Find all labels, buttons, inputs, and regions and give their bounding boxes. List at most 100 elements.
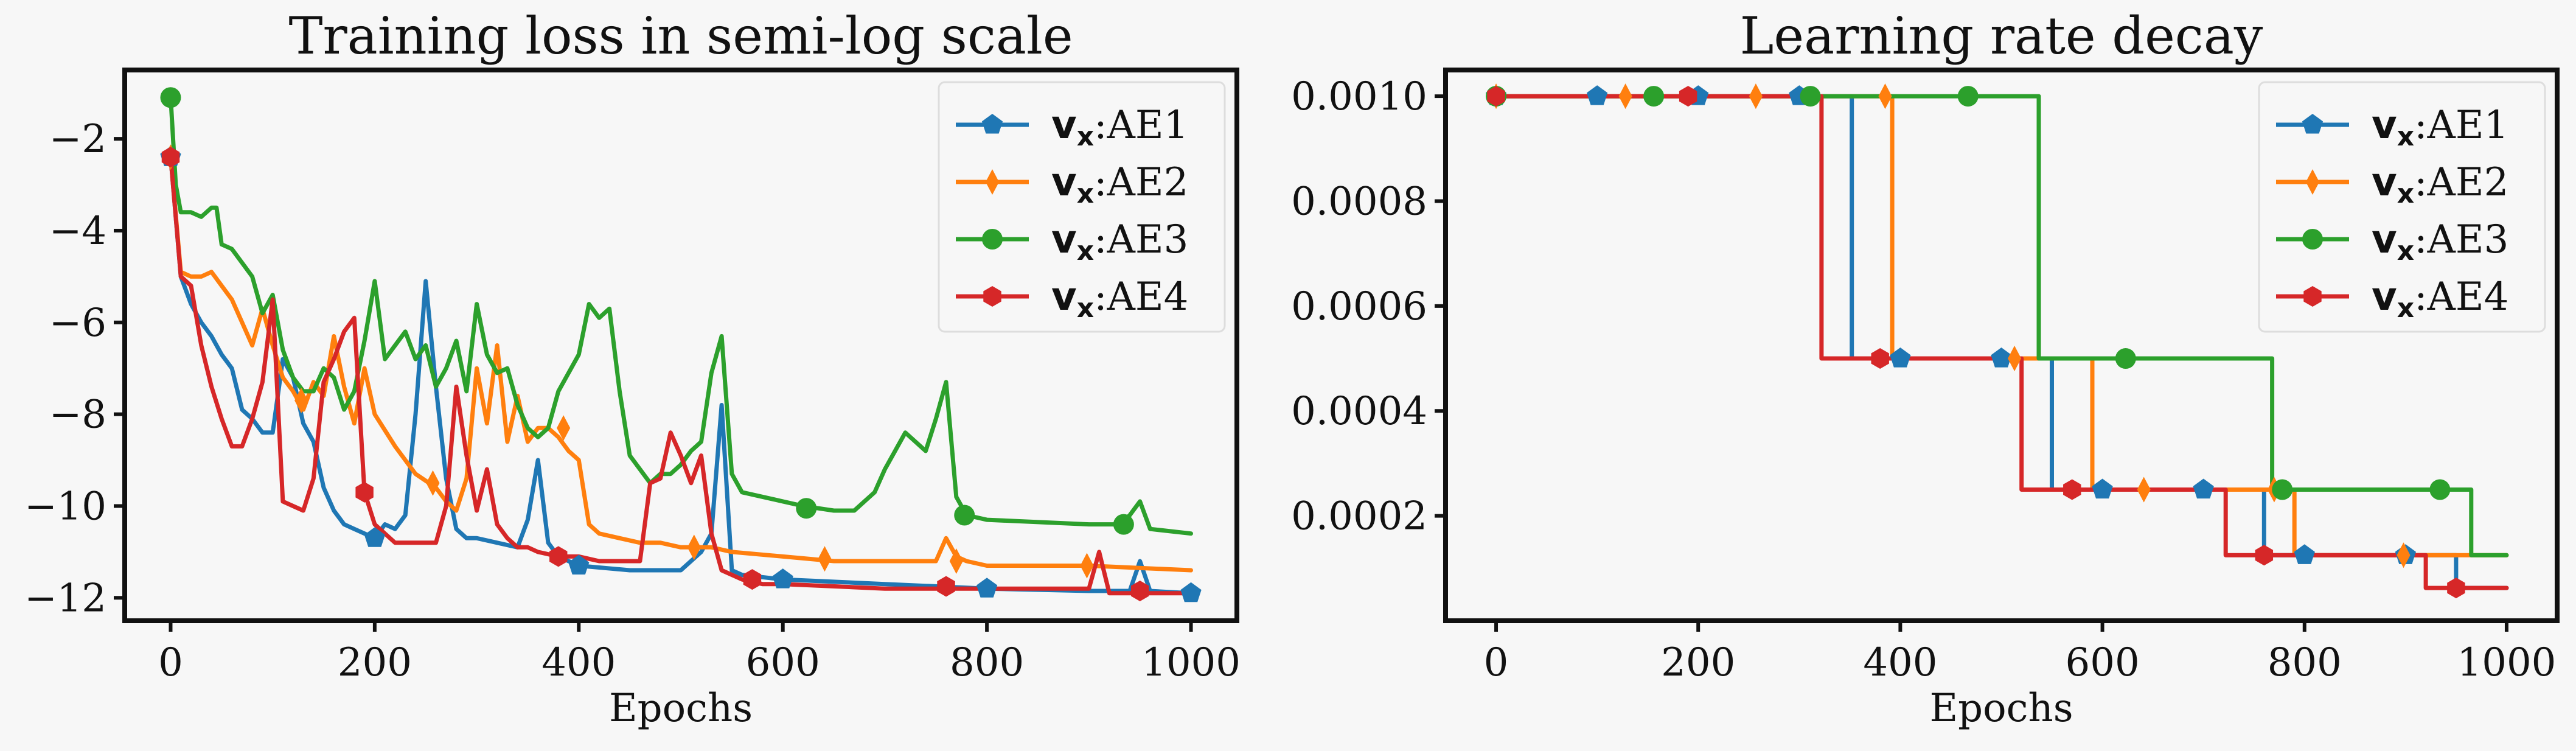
lr-axes-frame: [1443, 68, 2560, 623]
loss-marker-ae2: [949, 548, 963, 574]
lr-legend-marker-ae2: [2305, 169, 2320, 195]
lr-legend-text: :AE1: [2414, 103, 2508, 148]
lr-series-lines: [1494, 94, 2509, 590]
lr-marker-ae2: [1878, 83, 1892, 110]
lr-y-tick-label: 0.0006: [1291, 284, 1427, 329]
loss-legend-label-ae4: vx:AE4: [1051, 274, 1188, 324]
lr-marker-ae4: [2447, 578, 2465, 599]
loss-marker-ae2: [294, 388, 308, 413]
loss-y-tick-label: −10: [24, 484, 106, 529]
lr-legend-subscript: x: [2397, 236, 2414, 267]
loss-legend-symbol: v: [1051, 103, 1077, 148]
loss-marker-ae2: [687, 534, 701, 561]
loss-x-axis-label: Epochs: [609, 686, 753, 731]
lr-marker-ae2: [1618, 83, 1632, 110]
lr-marker-ae1: [2294, 544, 2315, 564]
lr-marker-ae4: [1679, 86, 1697, 107]
loss-legend-marker-ae4: [983, 286, 1001, 307]
lr-legend-symbol: v: [2372, 103, 2397, 148]
loss-legend-text: :AE1: [1094, 103, 1188, 148]
lr-marker-ae1: [1890, 348, 1911, 368]
loss-x-tick-label: 200: [338, 640, 412, 685]
loss-marker-ae4: [1130, 580, 1149, 601]
loss-legend-subscript: x: [1077, 236, 1094, 267]
lr-marker-ae1: [1991, 348, 2012, 368]
lr-series-markers: [1485, 83, 2465, 599]
loss-marker-ae4: [743, 569, 762, 590]
lr-series-line-ae3: [1494, 94, 2509, 557]
loss-legend-subscript: x: [1077, 121, 1094, 152]
lr-x-tick-label: 1000: [2457, 640, 2557, 685]
loss-panel: Training loss in semi-log scale 0 200 400 60…: [24, 6, 1241, 731]
lr-x-tick-label: 0: [1484, 640, 1509, 685]
lr-marker-ae2: [2397, 542, 2411, 568]
lr-marker-ae4: [1487, 86, 1505, 107]
loss-legend-symbol: v: [1051, 274, 1077, 320]
loss-marker-ae3: [796, 498, 817, 519]
loss-legend-marker-ae2: [985, 169, 1000, 195]
loss-y-tick-label: −6: [49, 301, 106, 346]
lr-legend-marker-ae4: [2303, 286, 2322, 307]
loss-y-tick-label: −4: [49, 209, 106, 254]
lr-marker-ae1: [1587, 85, 1608, 105]
lr-series-line-ae2: [1494, 94, 2509, 557]
loss-x-tick-label: 600: [746, 640, 820, 685]
loss-marker-ae4: [355, 481, 374, 503]
lr-legend-label-ae1: vx:AE1: [2372, 103, 2508, 152]
loss-marker-ae3: [1113, 514, 1134, 535]
loss-legend-text: :AE4: [1094, 274, 1188, 320]
loss-legend-text: :AE3: [1094, 217, 1188, 262]
loss-marker-ae1: [364, 527, 386, 547]
lr-marker-ae3: [2115, 348, 2136, 369]
loss-marker-ae2: [557, 415, 571, 441]
lr-x-axis-label: Epochs: [1929, 686, 2073, 731]
loss-marker-ae3: [954, 505, 975, 526]
lr-legend-subscript: x: [2397, 178, 2414, 209]
loss-y-tick-label: −12: [24, 576, 106, 621]
loss-marker-ae3: [160, 87, 181, 108]
lr-marker-ae3: [2429, 479, 2451, 500]
lr-y-tick-label: 0.0004: [1291, 389, 1427, 434]
loss-x-tick-label: 1000: [1141, 640, 1241, 685]
lr-legend-symbol: v: [2372, 160, 2397, 205]
loss-marker-ae4: [937, 576, 955, 597]
loss-legend-box: [938, 81, 1226, 333]
lr-legend-text: :AE4: [2414, 274, 2508, 320]
loss-legend-label-ae1: vx:AE1: [1051, 103, 1188, 152]
lr-x-tick-label: 200: [1661, 640, 1735, 685]
loss-legend-symbol: v: [1051, 217, 1077, 262]
lr-y-tick-label: 0.0010: [1291, 74, 1427, 119]
lr-marker-ae3: [1800, 86, 1821, 107]
lr-marker-ae3: [1643, 86, 1665, 107]
lr-legend-text: :AE2: [2414, 160, 2508, 205]
lr-marker-ae4: [2255, 545, 2274, 566]
lr-panel: Learning rate decay 0 200 400 600 800 1000 0.00…: [1291, 6, 2560, 731]
lr-marker-ae3: [2272, 479, 2293, 500]
lr-x-tick-label: 800: [2268, 640, 2342, 685]
lr-legend-text: :AE3: [2414, 217, 2508, 262]
lr-legend-label-ae3: vx:AE3: [2372, 217, 2508, 267]
loss-legend-label-ae2: vx:AE2: [1051, 160, 1188, 209]
loss-chart-title: Training loss in semi-log scale: [288, 6, 1073, 66]
loss-marker-ae4: [161, 147, 180, 168]
loss-legend-marker-ae1: [981, 114, 1003, 134]
loss-legend-label-ae3: vx:AE3: [1051, 217, 1188, 267]
loss-x-tick-label: 800: [950, 640, 1024, 685]
lr-chart-title: Learning rate decay: [1740, 6, 2263, 66]
loss-marker-ae1: [568, 554, 590, 575]
lr-marker-ae3: [1957, 86, 1979, 107]
loss-x-tick-label: 0: [158, 640, 183, 685]
loss-marker-ae4: [549, 546, 568, 567]
lr-legend-label-ae2: vx:AE2: [2372, 160, 2508, 209]
loss-marker-ae2: [1080, 553, 1094, 579]
lr-legend-marker-ae3: [2302, 229, 2323, 250]
loss-y-tick-label: −2: [49, 117, 106, 162]
loss-series-line-ae4: [169, 155, 1193, 596]
lr-legend-subscript: x: [2397, 293, 2414, 324]
lr-legend-subscript: x: [2397, 121, 2414, 152]
lr-legend-box: [2258, 81, 2546, 333]
